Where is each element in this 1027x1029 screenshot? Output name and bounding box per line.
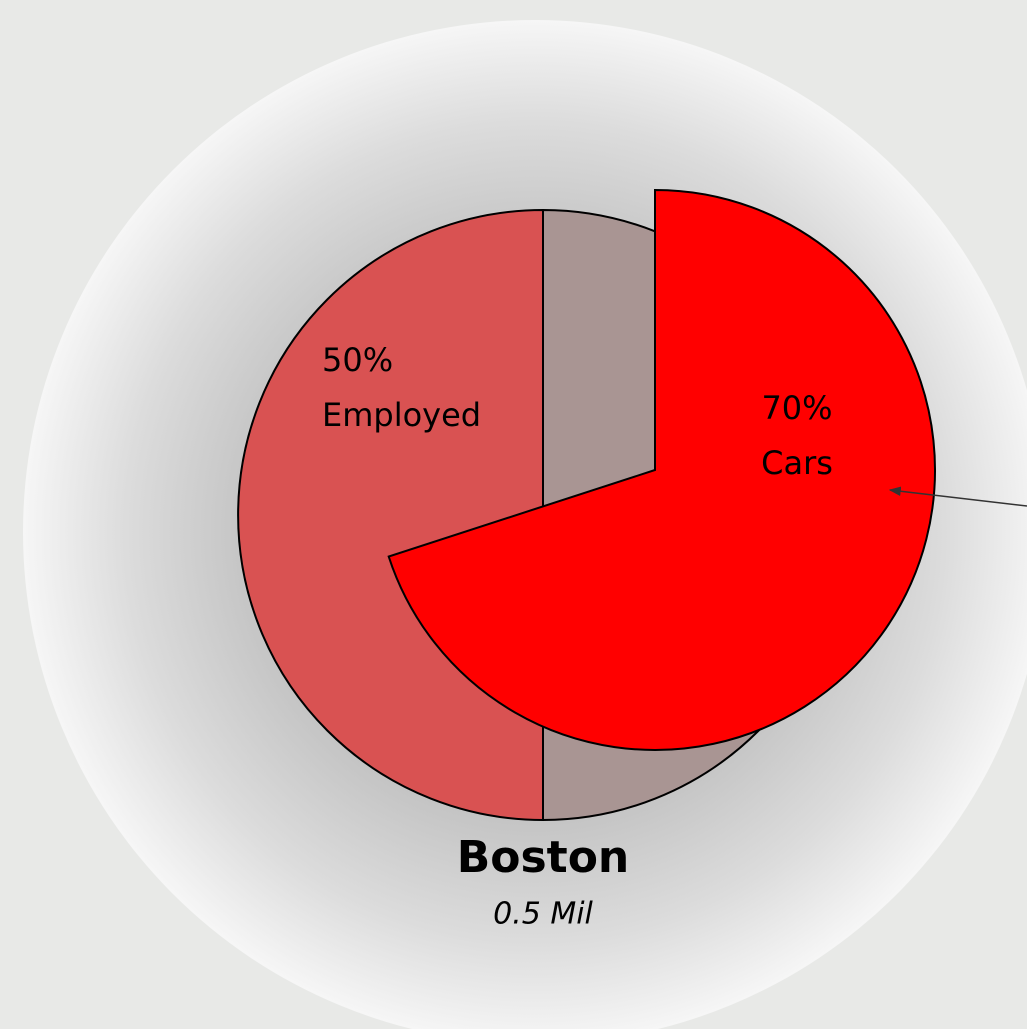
category-label: Employed [322, 396, 481, 434]
pointer-arrow [888, 486, 1027, 507]
pies [237, 188, 936, 822]
category-label: Cars [761, 444, 833, 482]
chart-title: Boston [457, 832, 630, 883]
pie-slice [387, 188, 936, 751]
chart-subtitle: 0.5 Mil [493, 897, 593, 932]
value-label: 70% [761, 389, 832, 427]
value-label: 50% [322, 341, 393, 379]
